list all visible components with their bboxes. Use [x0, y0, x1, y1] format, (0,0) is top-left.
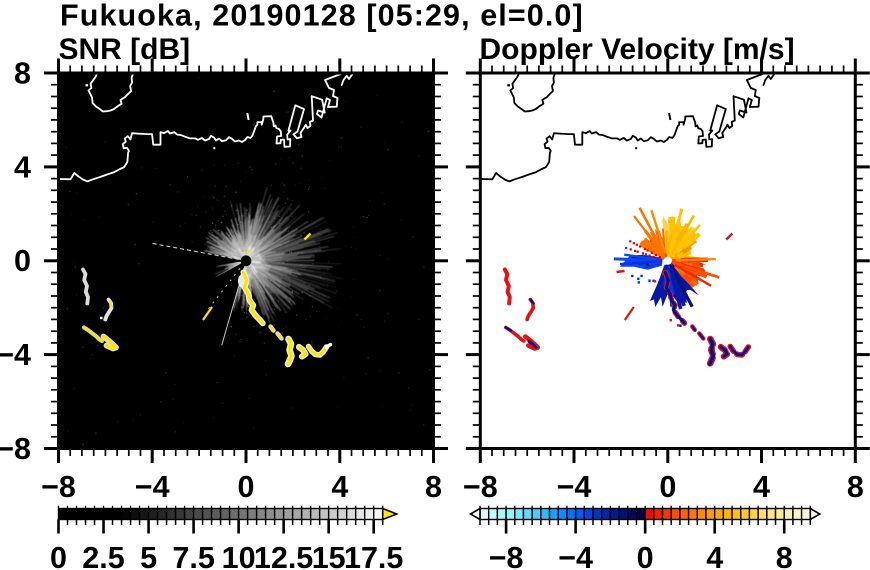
svg-text:8: 8	[776, 541, 793, 570]
svg-text:12.5: 12.5	[254, 541, 313, 570]
svg-text:−8: −8	[0, 432, 31, 466]
svg-text:4: 4	[706, 541, 723, 570]
svg-text:7.5: 7.5	[172, 541, 214, 570]
svg-text:15: 15	[312, 541, 346, 570]
svg-text:−8: −8	[41, 470, 76, 504]
svg-text:−4: −4	[558, 541, 593, 570]
svg-text:8: 8	[847, 470, 864, 504]
svg-text:0: 0	[659, 470, 676, 504]
svg-text:8: 8	[425, 470, 442, 504]
svg-text:0: 0	[14, 244, 31, 278]
svg-text:8: 8	[14, 57, 31, 91]
svg-text:−8: −8	[463, 470, 498, 504]
svg-text:Fukuoka, 20190128 [05:29, el=0: Fukuoka, 20190128 [05:29, el=0.0]	[60, 0, 584, 33]
svg-text:0: 0	[50, 541, 67, 570]
svg-text:0: 0	[637, 541, 654, 570]
svg-text:2.5: 2.5	[82, 541, 124, 570]
svg-text:−4: −4	[135, 470, 170, 504]
svg-text:4: 4	[753, 470, 770, 504]
svg-text:Doppler Velocity [m/s]: Doppler Velocity [m/s]	[480, 33, 795, 66]
svg-text:−4: −4	[0, 338, 31, 372]
svg-text:−8: −8	[489, 541, 524, 570]
svg-text:17.5: 17.5	[344, 541, 403, 570]
svg-text:SNR [dB]: SNR [dB]	[59, 33, 191, 66]
svg-text:−4: −4	[557, 470, 592, 504]
svg-text:4: 4	[331, 470, 348, 504]
svg-text:10: 10	[222, 541, 256, 570]
svg-text:0: 0	[238, 470, 255, 504]
svg-text:5: 5	[140, 541, 157, 570]
svg-text:4: 4	[14, 150, 31, 184]
